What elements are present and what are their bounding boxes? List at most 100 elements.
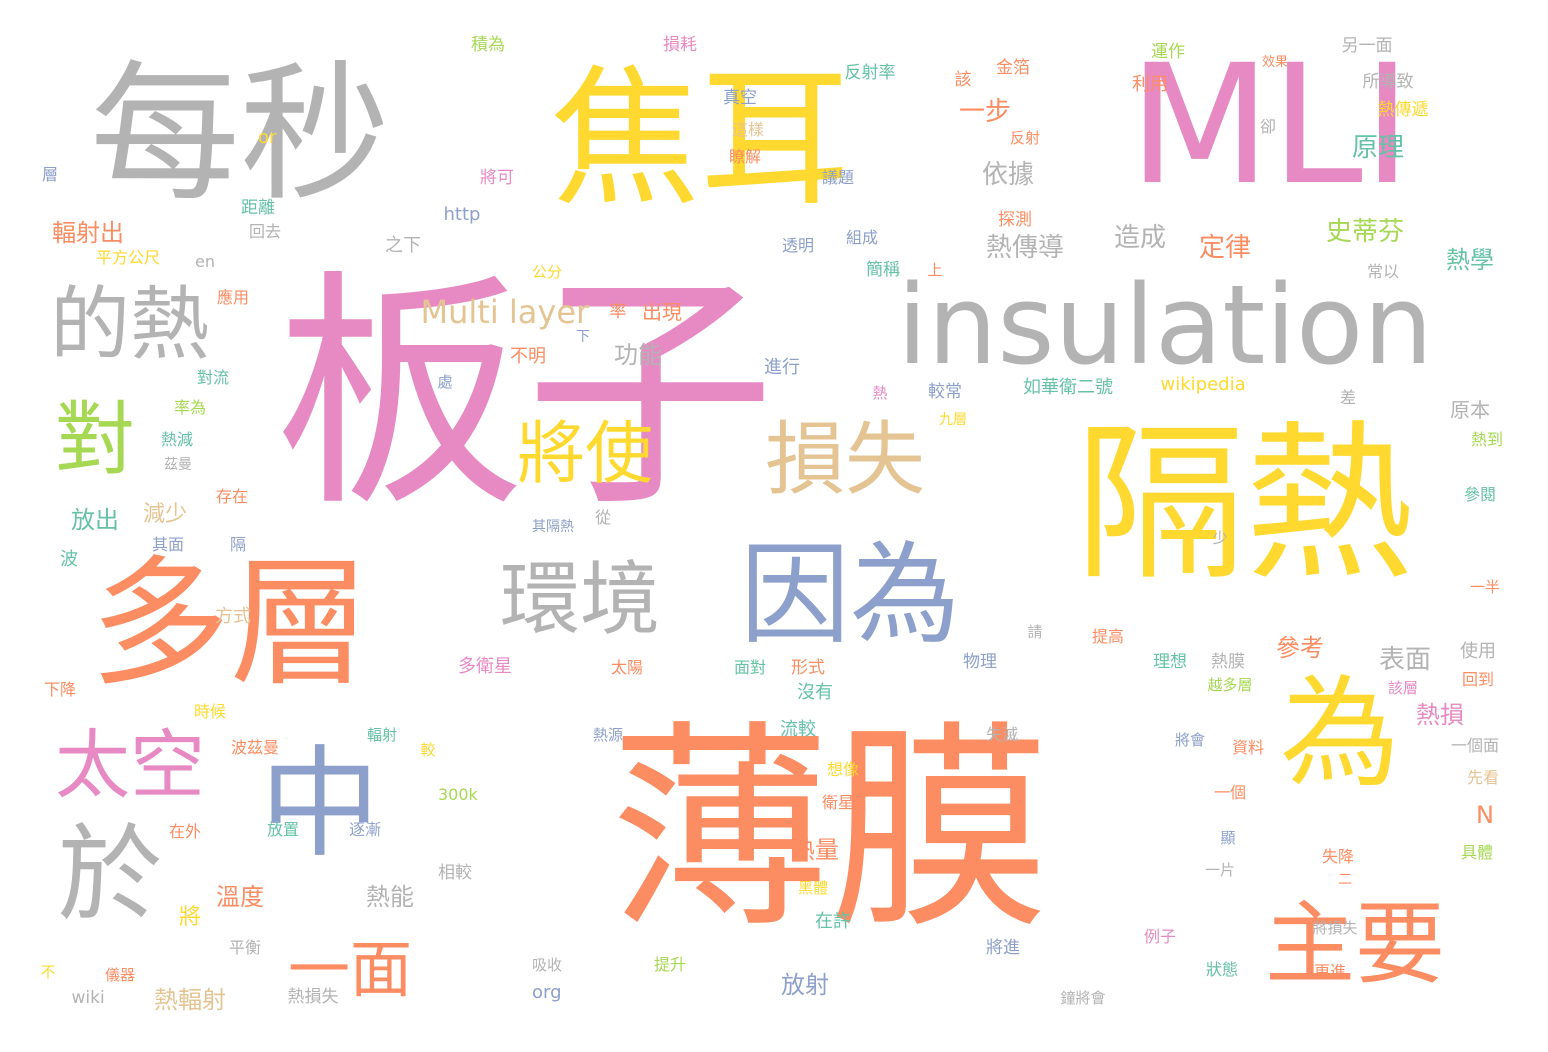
cloud-word: 失降 — [1322, 847, 1355, 866]
cloud-word: 溫度 — [216, 883, 264, 911]
cloud-word: 方式 — [215, 606, 251, 627]
cloud-word: 公分 — [532, 262, 563, 281]
cloud-word: 平方公尺 — [96, 248, 161, 267]
cloud-word: 每秒 — [90, 48, 391, 222]
cloud-word: 回去 — [249, 222, 282, 241]
cloud-word: 黑體 — [798, 878, 829, 897]
cloud-word: 透明 — [782, 236, 815, 255]
cloud-word: 一面 — [288, 933, 413, 1006]
cloud-word: 例子 — [1144, 927, 1177, 946]
cloud-word: 多層 — [90, 543, 371, 706]
cloud-word: 的熱 — [50, 278, 210, 371]
cloud-word: 多衛星 — [458, 656, 512, 677]
cloud-word: MLI — [1128, 28, 1412, 221]
cloud-word: 環境 — [500, 553, 660, 646]
cloud-word: 依據 — [982, 160, 1035, 190]
cloud-word: 鐘將會 — [1060, 988, 1106, 1007]
cloud-word: 熱 — [872, 383, 888, 402]
cloud-word: 運作 — [1151, 41, 1185, 62]
cloud-word: 平衡 — [229, 938, 262, 957]
cloud-word: 功能 — [614, 341, 662, 369]
cloud-word: 反射率 — [844, 62, 896, 83]
cloud-word: 損耗 — [663, 34, 697, 55]
cloud-word: 一半 — [1470, 577, 1501, 596]
cloud-word: 議題 — [822, 168, 855, 187]
cloud-word: N — [1476, 801, 1494, 829]
cloud-word: 熱量 — [791, 836, 839, 864]
cloud-word: 將損失 — [1312, 918, 1358, 937]
cloud-word: 簡稱 — [866, 259, 900, 280]
cloud-word: 熱傳遞 — [1377, 99, 1429, 120]
cloud-word: Multi layer — [420, 293, 590, 331]
cloud-word: 史蒂芬 — [1326, 217, 1405, 247]
cloud-word: 一步 — [959, 97, 1012, 127]
cloud-word: 熱傳導 — [986, 233, 1065, 263]
cloud-word: 隔 — [230, 535, 247, 554]
cloud-word: 卻 — [1260, 117, 1277, 136]
cloud-word: 輻射 — [367, 725, 398, 744]
cloud-word: 衛星 — [822, 793, 855, 812]
cloud-word: 狀態 — [1206, 960, 1239, 979]
cloud-word: 其面 — [152, 535, 185, 554]
cloud-word: 所導致 — [1362, 71, 1414, 92]
cloud-word: 失滅 — [986, 725, 1019, 744]
cloud-word: 薄膜 — [610, 702, 1051, 958]
cloud-word: 對 — [55, 393, 135, 486]
cloud-word: 理想 — [1153, 651, 1187, 672]
cloud-word: 這樣 — [732, 120, 765, 139]
cloud-word: 流較 — [780, 719, 816, 740]
cloud-word: 積為 — [471, 34, 505, 55]
cloud-word: 不明 — [510, 346, 546, 367]
cloud-word: 儀器 — [105, 965, 136, 984]
cloud-word: 將可 — [480, 167, 514, 188]
cloud-word: 放置 — [267, 820, 300, 839]
cloud-word: 熱源 — [593, 725, 624, 744]
cloud-word: 顯 — [1220, 828, 1236, 847]
cloud-word: 二 — [1338, 872, 1352, 888]
cloud-word: 原本 — [1450, 398, 1490, 422]
cloud-word: 主要 — [1265, 892, 1445, 997]
cloud-word: 存在 — [216, 487, 249, 506]
cloud-word: 輻射出 — [52, 219, 124, 247]
cloud-word: 提升 — [654, 955, 687, 974]
cloud-word: 形式 — [791, 657, 825, 678]
cloud-word: 更進 — [1314, 962, 1347, 981]
cloud-word: insulation — [897, 261, 1433, 389]
cloud-word: 表面 — [1379, 645, 1432, 675]
cloud-word: 較 — [420, 740, 436, 759]
cloud-word: 放出 — [71, 506, 119, 534]
cloud-word: 請 — [1027, 622, 1043, 641]
cloud-word: 定律 — [1199, 233, 1252, 263]
cloud-word: 之下 — [385, 235, 421, 256]
cloud-word: 該層 — [1388, 678, 1419, 697]
cloud-word: 熱損失 — [287, 986, 339, 1007]
cloud-word: 探測 — [998, 209, 1032, 230]
cloud-word: 組成 — [846, 228, 879, 247]
cloud-word: 一片 — [1205, 860, 1236, 879]
cloud-word: 如華衛二號 — [1023, 377, 1113, 398]
cloud-word: 茲曼 — [164, 457, 192, 473]
cloud-word: 對流 — [197, 368, 230, 387]
cloud-word: 參考 — [1276, 634, 1324, 662]
cloud-word: 提高 — [1092, 627, 1125, 646]
cloud-word: 真空 — [723, 87, 757, 108]
cloud-word: 太陽 — [611, 658, 644, 677]
cloud-word: 因為 — [740, 531, 960, 659]
cloud-word: 熱減 — [161, 430, 194, 449]
cloud-word: 反射 — [1010, 128, 1041, 147]
cloud-word: 波 — [60, 549, 78, 570]
cloud-word: 層 — [42, 165, 59, 184]
cloud-word: org — [532, 982, 562, 1003]
cloud-word: 焦耳 — [550, 53, 851, 227]
cloud-word: 在外 — [169, 822, 202, 841]
cloud-word: 不 — [40, 962, 56, 981]
cloud-word: 回到 — [1462, 670, 1495, 689]
cloud-word: 熱能 — [366, 883, 414, 911]
cloud-word: 先看 — [1467, 768, 1500, 787]
cloud-word: 放射 — [781, 971, 829, 999]
cloud-word: 熱損 — [1416, 701, 1464, 729]
cloud-word: 下降 — [44, 680, 77, 699]
cloud-word: 差 — [1340, 388, 1357, 407]
cloud-word: 損失 — [765, 413, 925, 506]
